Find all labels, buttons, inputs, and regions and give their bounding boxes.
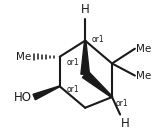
Polygon shape <box>82 71 113 98</box>
Text: HO: HO <box>14 91 32 104</box>
Text: or1: or1 <box>67 58 80 67</box>
Text: Me: Me <box>16 52 32 62</box>
Text: Me: Me <box>136 71 151 81</box>
Text: Me: Me <box>136 44 151 54</box>
Text: or1: or1 <box>67 85 80 94</box>
Text: or1: or1 <box>92 35 104 44</box>
Polygon shape <box>33 86 60 100</box>
Text: or1: or1 <box>115 99 128 108</box>
Polygon shape <box>81 41 89 74</box>
Text: H: H <box>81 3 90 17</box>
Text: H: H <box>121 117 130 130</box>
